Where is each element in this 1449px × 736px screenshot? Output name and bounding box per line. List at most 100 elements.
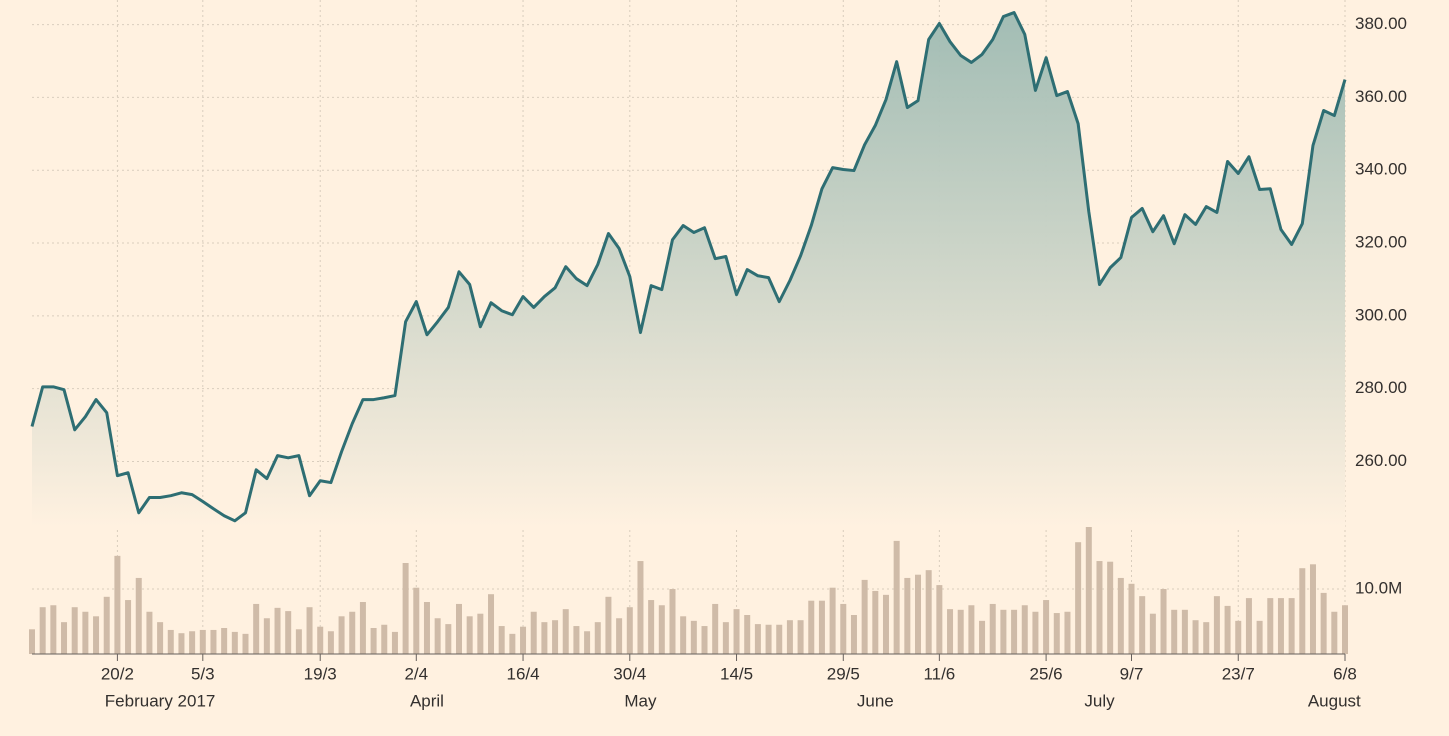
y-tick-label: 300.00 — [1355, 305, 1407, 324]
volume-bar — [776, 624, 783, 654]
volume-bar — [306, 607, 313, 654]
area-fill — [32, 12, 1345, 528]
volume-bar — [1192, 620, 1199, 654]
x-tick-label: 25/6 — [1030, 664, 1063, 683]
price-line — [30, 11, 1347, 523]
x-tick-label: 19/3 — [304, 664, 337, 683]
volume-bar — [189, 631, 196, 654]
volume-bar — [1181, 609, 1188, 654]
volume-bar — [381, 624, 388, 654]
month-label: May — [624, 691, 657, 710]
volume-bar — [733, 609, 740, 654]
volume-bar — [562, 609, 569, 654]
volume-bar — [1139, 596, 1146, 654]
x-tick-label: 2/4 — [404, 664, 428, 683]
volume-bar — [402, 563, 409, 654]
volume-bar — [530, 611, 537, 654]
volume-bar — [936, 585, 943, 654]
y-tick-label: 360.00 — [1355, 87, 1407, 106]
volume-bar — [125, 600, 132, 654]
volume-bar — [1213, 596, 1220, 654]
volume-bar — [989, 603, 996, 654]
volume-bar — [872, 590, 879, 654]
volume-bar — [423, 602, 430, 654]
volume-bar — [178, 633, 185, 654]
volume-bar — [680, 616, 687, 654]
volume-bar — [434, 618, 441, 654]
volume-bar — [893, 540, 900, 654]
month-label: April — [410, 691, 444, 710]
volume-bar — [1267, 598, 1274, 654]
volume-bar — [1309, 564, 1316, 654]
volume-bar — [1043, 600, 1050, 654]
volume-bar — [466, 616, 473, 654]
volume-bar — [71, 607, 78, 654]
volume-bar — [925, 570, 932, 654]
volume-bar — [1256, 620, 1263, 654]
x-tick-label: 16/4 — [506, 664, 539, 683]
volume-bar — [829, 587, 836, 654]
volume-bar — [584, 631, 591, 654]
volume-bar — [840, 603, 847, 654]
volume-bar — [968, 605, 975, 654]
volume-bar — [498, 626, 505, 654]
volume-bar — [808, 600, 815, 654]
volume-bar — [797, 620, 804, 654]
y-tick-label: 380.00 — [1355, 14, 1407, 33]
volume-bar — [957, 609, 964, 654]
volume-bar — [1149, 613, 1156, 654]
volume-bar — [50, 605, 57, 654]
volume-bar — [818, 600, 825, 654]
y-tick-label: 10.0M — [1355, 578, 1402, 597]
volume-bar — [1021, 605, 1028, 654]
volume-bar — [135, 577, 142, 654]
volume-bar — [744, 615, 751, 654]
volume-bar — [210, 629, 217, 654]
volume-bar — [1224, 605, 1231, 654]
volume-bar — [1085, 525, 1092, 654]
volume-bar — [648, 600, 655, 654]
volume-bar — [61, 622, 68, 654]
volume-bar — [690, 620, 697, 654]
volume-bar — [327, 631, 334, 654]
volume-bar — [712, 603, 719, 654]
volume-bar — [979, 620, 986, 654]
volume-bar — [882, 594, 889, 654]
month-label: June — [857, 691, 894, 710]
volume-bar — [29, 629, 35, 654]
volume-bar — [1203, 622, 1210, 654]
volume-bar — [274, 607, 281, 654]
volume-bar — [1107, 561, 1114, 654]
volume-bar — [370, 628, 377, 654]
volume-bar — [1342, 605, 1348, 654]
volume-bar — [103, 596, 110, 654]
volume-bar — [947, 609, 954, 654]
volume-bar — [93, 616, 100, 654]
volume-bar — [146, 611, 153, 654]
volume-bar — [1171, 609, 1178, 654]
volume-bar — [722, 622, 729, 654]
volume-bar — [488, 594, 495, 654]
volume-bar — [349, 611, 356, 654]
x-tick-label: 9/7 — [1120, 664, 1144, 683]
volume-bar — [455, 603, 462, 654]
volume-bar — [157, 622, 164, 654]
volume-bar — [263, 618, 270, 654]
y-tick-label: 340.00 — [1355, 160, 1407, 179]
volume-bar — [861, 579, 868, 654]
volume-bar — [915, 574, 922, 654]
volume-bar — [1096, 561, 1103, 654]
volume-bar — [391, 631, 398, 654]
volume-bar — [317, 626, 324, 654]
volume-bar — [295, 629, 302, 654]
volume-bar — [904, 577, 911, 654]
volume-bar — [701, 626, 708, 654]
volume-bar — [1075, 542, 1082, 654]
y-tick-label: 320.00 — [1355, 232, 1407, 251]
x-tick-label: 29/5 — [827, 664, 860, 683]
x-tick-label: 30/4 — [613, 664, 646, 683]
volume-bar — [765, 624, 772, 654]
volume-bar — [605, 596, 612, 654]
volume-bar — [786, 620, 793, 654]
volume-bar — [637, 561, 644, 654]
